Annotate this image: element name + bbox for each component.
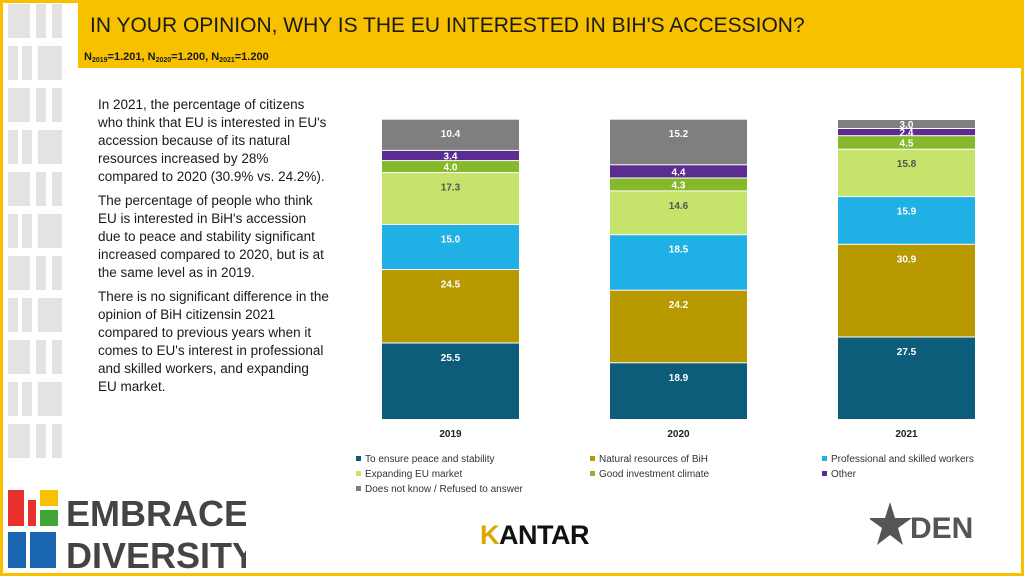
data-label: 15.0 (441, 235, 461, 246)
den-logo: DEN (870, 502, 973, 545)
data-label: 4.5 (900, 138, 914, 149)
bar-segment (382, 161, 519, 173)
category-label: 2019 (439, 429, 462, 440)
data-label: 4.4 (672, 167, 686, 178)
bar-segment (838, 129, 975, 136)
bar-segment (838, 197, 975, 244)
embrace-text: EMBRACE (66, 493, 246, 534)
sample-year: 2021 (219, 57, 235, 64)
bih-eu-pattern-logo (8, 4, 62, 458)
sample-year: 2019 (91, 57, 108, 64)
data-label: 15.9 (897, 207, 917, 218)
bar-segment (382, 150, 519, 161)
sample-n-label: N (147, 51, 156, 63)
diversity-text: DIVERSITY (66, 535, 246, 572)
bar-segment (382, 225, 519, 269)
legend-label: To ensure peace and stability (365, 454, 495, 465)
legend-item: Expanding EU market (356, 469, 462, 480)
legend-swatch (356, 456, 361, 461)
data-label: 24.5 (441, 280, 461, 291)
commentary-text: In 2021, the percentage of citizens who … (98, 96, 330, 402)
commentary-paragraph: There is no significant difference in th… (98, 289, 329, 394)
embrace-diversity-logo: EMBRACE DIVERSITY (8, 490, 246, 572)
legend-label: Good investment climate (599, 469, 710, 480)
bar-segment (610, 119, 747, 165)
legend-swatch (590, 456, 595, 461)
sample-value: =1.201, (107, 51, 148, 63)
bar-segment (610, 290, 747, 363)
kantar-logo: KANTAR (480, 520, 589, 551)
bar-segment (610, 363, 747, 419)
data-label: 4.0 (444, 163, 458, 174)
star-icon (870, 502, 912, 545)
legend-label: Expanding EU market (365, 469, 463, 480)
legend-swatch (356, 471, 361, 476)
bar-segment (838, 337, 975, 419)
data-label: 30.9 (897, 254, 917, 265)
kantar-rest: ANTAR (499, 520, 589, 550)
bar-segment (610, 165, 747, 178)
data-label: 25.5 (441, 353, 461, 364)
legend-label: Does not know / Refused to answer (365, 484, 523, 495)
bar-segment (382, 270, 519, 343)
bar-segment (382, 173, 519, 224)
legend-item: To ensure peace and stability (356, 454, 495, 465)
sample-value: =1.200 (234, 51, 269, 63)
legend-swatch (356, 486, 361, 491)
bar-segment (838, 136, 975, 149)
commentary-paragraph: The percentage of people who think EU is… (98, 193, 324, 280)
legend-item: Professional and skilled workers (822, 454, 974, 465)
stacked-bar-chart: 25.5 24.5 15.0 17.3 4.03.4 10.4 2019 18.9 24.2 18… (382, 119, 975, 440)
data-label: 3.4 (444, 152, 458, 163)
data-label: 17.3 (441, 183, 461, 194)
data-label: 27.5 (897, 347, 917, 358)
sample-year: 2020 (155, 57, 172, 64)
bar-segment (838, 149, 975, 197)
data-label: 2.4 (900, 128, 914, 139)
kantar-k: K (480, 520, 500, 550)
data-label: 18.9 (669, 373, 689, 384)
data-label: 24.2 (669, 300, 689, 311)
legend-swatch (822, 471, 827, 476)
legend-label: Professional and skilled workers (831, 454, 974, 465)
data-label: 14.6 (669, 201, 689, 212)
legend-item: Other (822, 469, 856, 480)
legend-swatch (590, 471, 595, 476)
commentary-paragraph: In 2021, the percentage of citizens who … (98, 97, 327, 184)
bar-segment (382, 119, 519, 150)
data-label: 3.0 (900, 120, 914, 131)
bar-segment (382, 343, 519, 419)
page-title: IN YOUR OPINION, WHY IS THE EU INTERESTE… (90, 14, 805, 37)
den-text: DEN (910, 512, 973, 545)
sample-n-label: N (84, 51, 92, 63)
bar-segment (610, 178, 747, 191)
bar-segment (610, 235, 747, 290)
bar-segment (838, 120, 975, 128)
sample-size-line: N2019=1.201, N2020=1.200, N2021=1.200 (84, 51, 269, 64)
bar-segment (838, 244, 975, 337)
category-label: 2020 (667, 429, 690, 440)
title-banner: IN YOUR OPINION, WHY IS THE EU INTERESTE… (78, 0, 1024, 68)
legend-item: Good investment climate (590, 469, 709, 480)
category-label: 2021 (895, 429, 918, 440)
data-label: 15.2 (669, 129, 689, 140)
sample-value: =1.200, (171, 51, 212, 63)
data-label: 10.4 (441, 129, 461, 140)
data-label: 15.8 (897, 159, 917, 170)
legend-label: Other (831, 469, 857, 480)
bar-segment (610, 191, 747, 235)
legend-item: Natural resources of BiH (590, 454, 708, 465)
sample-n-label: N (211, 51, 220, 63)
legend-label: Natural resources of BiH (599, 454, 708, 465)
legend-item: Does not know / Refused to answer (356, 484, 523, 495)
data-label: 4.3 (672, 180, 686, 191)
legend-swatch (822, 456, 827, 461)
data-label: 18.5 (669, 245, 689, 256)
